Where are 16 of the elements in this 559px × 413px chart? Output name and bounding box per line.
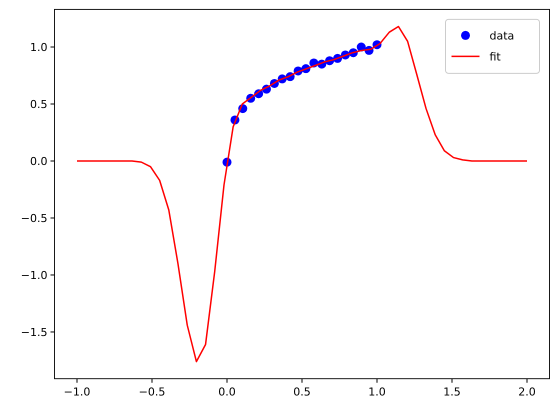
x-tick-label: 2.0 bbox=[518, 386, 536, 399]
x-tick-label: −0.5 bbox=[138, 386, 166, 399]
y-tick-label: 0.5 bbox=[30, 98, 48, 112]
x-tick-label: −1.0 bbox=[64, 386, 90, 399]
legend-label: fit bbox=[490, 50, 502, 64]
legend-label: data bbox=[490, 29, 514, 42]
y-tick-label: 1.0 bbox=[30, 41, 48, 54]
x-tick-label: 1.0 bbox=[368, 386, 386, 399]
x-tick-label: 0.0 bbox=[218, 386, 236, 399]
y-tick-label: 0.0 bbox=[30, 154, 48, 168]
y-tick-label: −1.5 bbox=[20, 326, 48, 339]
y-tick-label: −1.0 bbox=[20, 268, 48, 282]
line-series bbox=[76, 26, 528, 362]
y-tick-label: −0.5 bbox=[20, 212, 48, 225]
x-tick-label: 0.5 bbox=[293, 386, 311, 399]
x-tick-label: 1.5 bbox=[443, 386, 461, 399]
